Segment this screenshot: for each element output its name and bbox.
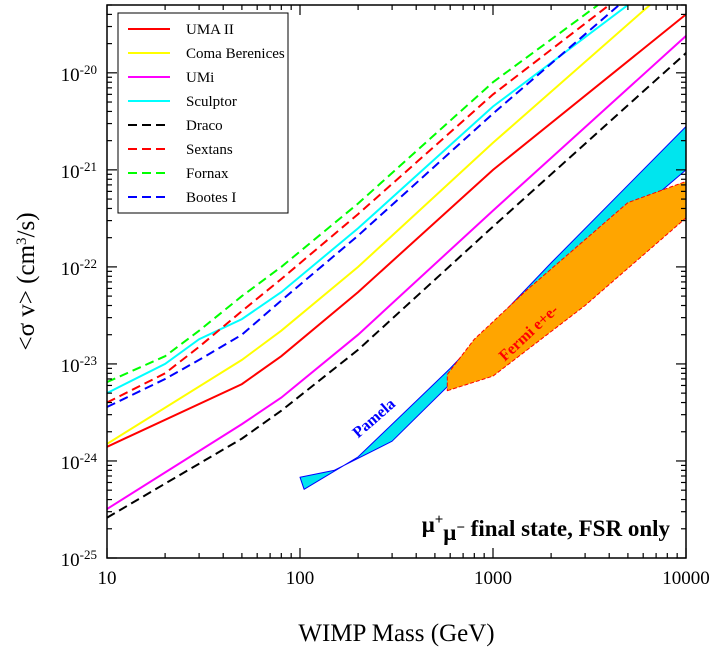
legend-label-coma-berenices: Coma Berenices <box>186 46 285 62</box>
y-tick-label: 10-21 <box>61 158 97 183</box>
y-tick-label: 10-22 <box>61 255 97 280</box>
x-tick-label: 100 <box>286 568 315 589</box>
x-tick-label: 10000 <box>662 568 710 589</box>
series-line-umi <box>107 35 686 510</box>
ticks-layer: 10 100 1000 10000 10-25 10-24 10-23 10-22 10-21 1… <box>61 4 710 589</box>
x-tick-label: 1000 <box>474 568 512 589</box>
series-line-bootes-i <box>107 5 620 408</box>
y-tick-label: 10-23 <box>61 352 97 377</box>
legend-box <box>117 12 289 214</box>
y-tick-label: 10-24 <box>61 449 98 474</box>
legend: UMA II Coma Berenices UMi Sculptor Draco Sext… <box>117 12 289 214</box>
regions-layer <box>299 126 686 490</box>
y-tick-label: 10-25 <box>61 547 97 572</box>
legend-label-uma-ii: UMA II <box>186 22 234 38</box>
legend-label-sextans: Sextans <box>186 142 233 158</box>
series-line-fornax <box>107 5 599 384</box>
y-axis-title: <σ v> (cm3/s) <box>13 212 40 350</box>
x-tick-label: 10 <box>98 568 117 589</box>
series-line-sculptor <box>107 5 629 394</box>
y-tick-label: 10-20 <box>61 61 97 86</box>
series-line-uma-ii <box>107 13 686 448</box>
legend-label-bootes-i: Bootes I <box>186 190 236 206</box>
series-line-draco <box>107 52 686 519</box>
legend-label-fornax: Fornax <box>186 166 229 182</box>
series-line-coma-berenices <box>107 5 651 445</box>
series-line-sextans <box>107 5 610 404</box>
region-fermi-e-e- <box>446 180 686 392</box>
series-layer <box>107 5 686 519</box>
final-state-annotation: μ+μ− final state, FSR only <box>422 512 671 545</box>
x-axis-title: WIMP Mass (GeV) <box>298 620 494 647</box>
legend-label-draco: Draco <box>186 118 223 134</box>
legend-label-sculptor: Sculptor <box>186 94 237 110</box>
legend-label-umi: UMi <box>186 70 214 86</box>
